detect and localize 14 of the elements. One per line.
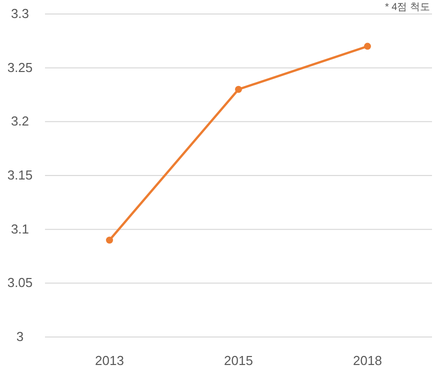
point	[364, 42, 371, 50]
x-tick-label: 2015	[224, 353, 253, 366]
y-tick-label: 3.15	[7, 168, 33, 182]
text: * 4점 척도	[384, 2, 430, 13]
y-tick-label: 3.3	[10, 6, 30, 21]
point	[235, 86, 242, 93]
y-tick-label: 3.05	[7, 275, 33, 290]
y-tick-label: 3.2	[10, 114, 30, 129]
x-tick-label: 2013	[95, 353, 124, 366]
y-tick-label: 3.1	[10, 221, 30, 236]
point	[106, 236, 113, 244]
x-tick-label: 2018	[353, 353, 382, 366]
y-tick-label: 3.25	[7, 60, 33, 75]
y-tick-label: 3	[16, 329, 24, 344]
